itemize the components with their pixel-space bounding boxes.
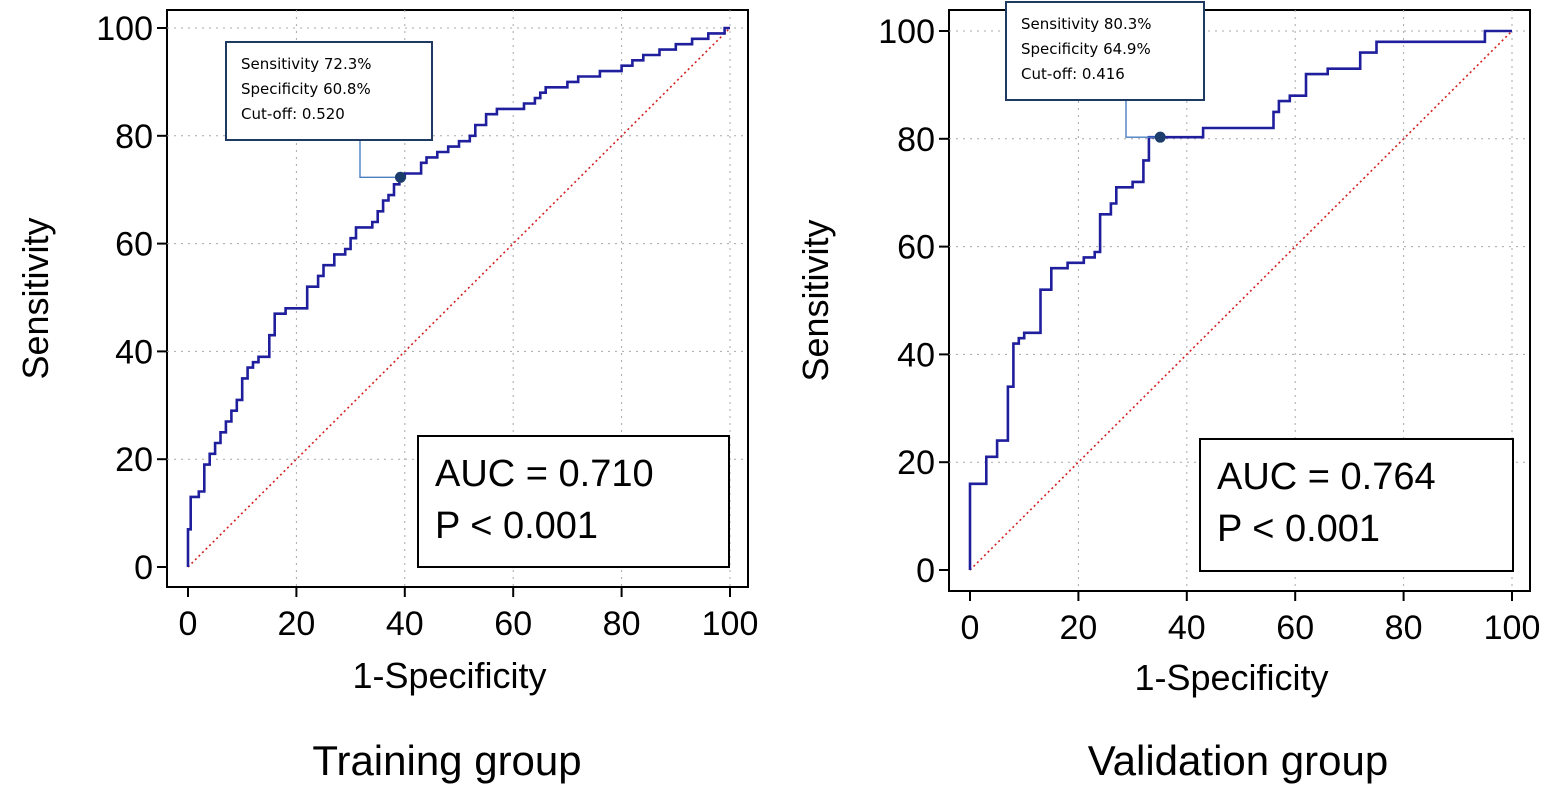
x-tick-label: 100	[1484, 609, 1541, 647]
y-tick-label: 20	[115, 441, 153, 479]
p-value-label: P < 0.001	[435, 505, 598, 547]
y-tick-label: 20	[897, 444, 935, 482]
x-tick-label: 100	[702, 605, 759, 643]
x-tick-label: 0	[961, 609, 980, 647]
y-tick-label: 0	[134, 549, 153, 587]
roc-panel-validation: 0 20 40 60 80 100 0 20 40 60 80 100 Sensitivity 80.3…	[795, 1, 1541, 784]
cutoff-callout-line: Specificity 60.8%	[241, 80, 371, 98]
y-tick-label: 80	[115, 118, 153, 156]
cutoff-connector	[359, 140, 401, 179]
x-tick-label: 60	[1276, 609, 1314, 647]
cutoff-callout-box	[225, 41, 433, 141]
x-tick-label: 40	[1168, 609, 1206, 647]
cutoff-callout-line: Specificity 64.9%	[1021, 40, 1151, 58]
y-axis-title: Sensitivity	[795, 219, 836, 381]
auc-label: AUC = 0.710	[435, 453, 654, 495]
roc-curve	[186, 26, 730, 567]
auc-label: AUC = 0.764	[1217, 456, 1436, 498]
cutoff-callout-line: Sensitivity 80.3%	[1021, 15, 1152, 33]
roc-panel-training: 0 20 40 60 80 100 0 20 40 60 80 100 Sensitivity 72.3…	[15, 9, 759, 784]
panel-title: Validation group	[1088, 737, 1388, 784]
reference-line	[187, 27, 731, 568]
y-tick-label: 60	[115, 226, 153, 264]
plot-frame	[948, 9, 1531, 592]
x-tick-label: 80	[603, 605, 641, 643]
x-tick-label: 80	[1385, 609, 1423, 647]
x-axis-title: 1-Specificity	[1134, 657, 1328, 698]
cutoff-point	[1154, 131, 1166, 143]
x-axis-title: 1-Specificity	[352, 655, 546, 696]
cutoff-connector	[1125, 100, 1161, 138]
y-tick-label: 80	[897, 121, 935, 159]
x-tick-label: 60	[494, 605, 532, 643]
p-value-label: P < 0.001	[1217, 508, 1380, 550]
y-tick-label: 40	[897, 336, 935, 374]
roc-curve	[968, 29, 1512, 570]
y-tick-label: 100	[878, 13, 935, 51]
cutoff-callout-line: Sensitivity 72.3%	[241, 55, 372, 73]
plot-frame	[166, 9, 749, 588]
x-tick-label: 0	[179, 605, 198, 643]
cutoff-point	[394, 171, 406, 183]
x-tick-label: 40	[386, 605, 424, 643]
panel-title: Training group	[312, 737, 581, 784]
auc-box	[1199, 438, 1514, 572]
cutoff-callout-line: Cut-off: 0.520	[241, 105, 345, 123]
y-tick-label: 40	[115, 333, 153, 371]
cutoff-callout-line: Cut-off: 0.416	[1021, 65, 1125, 83]
y-tick-label: 60	[897, 229, 935, 267]
auc-box	[417, 435, 730, 568]
cutoff-callout-box	[1005, 1, 1205, 101]
reference-line	[969, 30, 1513, 571]
y-axis-title: Sensitivity	[15, 217, 56, 379]
y-tick-label: 0	[916, 552, 935, 590]
x-tick-label: 20	[277, 605, 315, 643]
x-tick-label: 20	[1059, 609, 1097, 647]
y-tick-label: 100	[96, 10, 153, 48]
